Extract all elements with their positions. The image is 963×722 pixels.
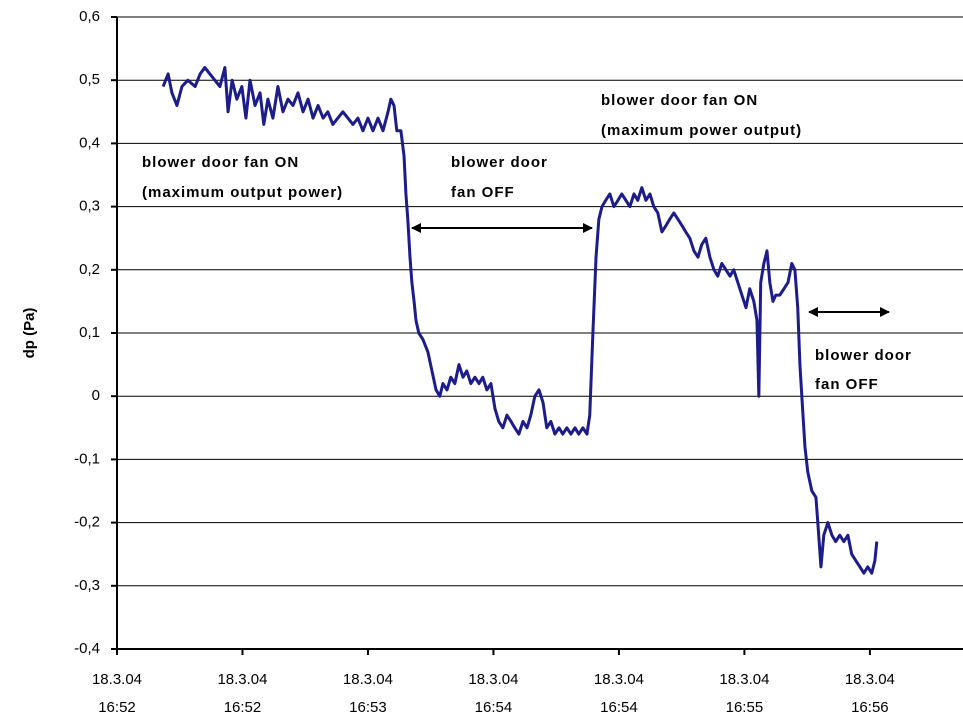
x-tick-label: 18.3.04 16:52 xyxy=(217,671,268,716)
annotation: blower door xyxy=(451,154,548,171)
y-tick-label: -0,1 xyxy=(74,450,100,467)
x-tick-label: 18.3.04 16:54 xyxy=(593,671,644,716)
y-tick-label: -0,4 xyxy=(74,640,100,657)
x-tick-label: 18.3.04 16:54 xyxy=(468,671,519,716)
annotation: fan OFF xyxy=(451,184,515,201)
annotation: fan OFF xyxy=(815,376,879,393)
y-tick-label: 0,5 xyxy=(79,71,100,88)
x-tick-label: 18.3.04 16:55 xyxy=(719,671,770,716)
y-tick-label: 0 xyxy=(92,387,100,404)
y-tick-label: -0,3 xyxy=(74,577,100,594)
x-tick-label: 18.3.04 16:56 xyxy=(844,671,895,716)
y-tick-label: 0,6 xyxy=(79,8,100,25)
y-tick-label: 0,3 xyxy=(79,198,100,215)
y-tick-label: 0,2 xyxy=(79,261,100,278)
annotation: blower door fan ON xyxy=(601,92,758,109)
y-tick-label: 0,4 xyxy=(79,134,100,151)
y-axis-label: dp (Pa) xyxy=(21,308,38,359)
annotation: (maximum power output) xyxy=(601,122,802,139)
x-tick-label: 18.3.04 16:53 xyxy=(342,671,393,716)
x-tick-label: 18.3.04 16:52 xyxy=(91,671,143,716)
y-tick-label: 0,1 xyxy=(79,324,100,341)
annotation: (maximum output power) xyxy=(142,184,343,201)
y-tick-label: -0,2 xyxy=(74,514,100,531)
annotation: blower door fan ON xyxy=(142,154,299,171)
annotation: blower door xyxy=(815,347,912,364)
data-line xyxy=(161,66,879,575)
